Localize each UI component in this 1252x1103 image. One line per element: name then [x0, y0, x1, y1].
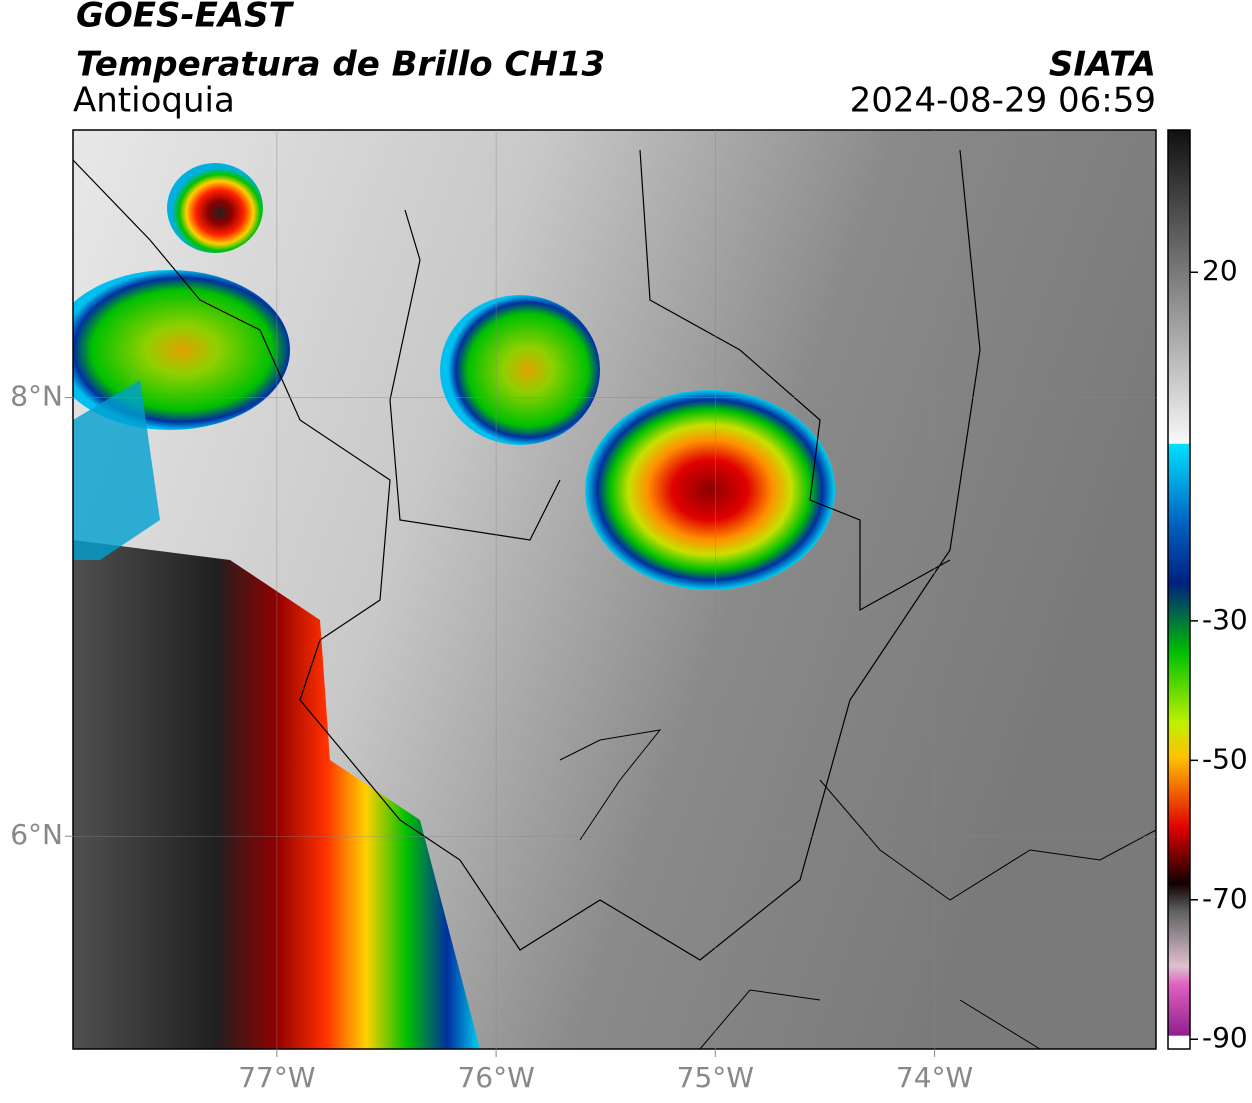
datetime-label: 2024-08-29 06:59	[850, 81, 1156, 121]
map-frame	[72, 129, 1157, 1050]
colorbar-tick-label: 20	[1202, 254, 1238, 287]
satellite-image	[73, 130, 1156, 1049]
x-tick-label: 75°W	[677, 1061, 754, 1094]
y-tick-label: 8°N	[10, 380, 63, 413]
colorbar-tick-label: -50	[1202, 742, 1248, 775]
colorbar-tick-label: -30	[1202, 603, 1248, 636]
satellite-title: GOES-EAST	[76, 0, 295, 36]
x-tick-label: 74°W	[896, 1061, 973, 1094]
product-title: Temperatura de Brillo CH13	[76, 45, 605, 85]
colorbar-tick-label: -90	[1202, 1021, 1248, 1054]
x-tick-label: 76°W	[457, 1061, 534, 1094]
region-label: Antioquia	[73, 81, 235, 121]
colorbar	[1167, 129, 1191, 1050]
x-tick-label: 77°W	[238, 1061, 315, 1094]
y-tick-label: 6°N	[10, 818, 63, 851]
source-label: SIATA	[1049, 45, 1156, 85]
colorbar-tick-label: -70	[1202, 882, 1248, 915]
